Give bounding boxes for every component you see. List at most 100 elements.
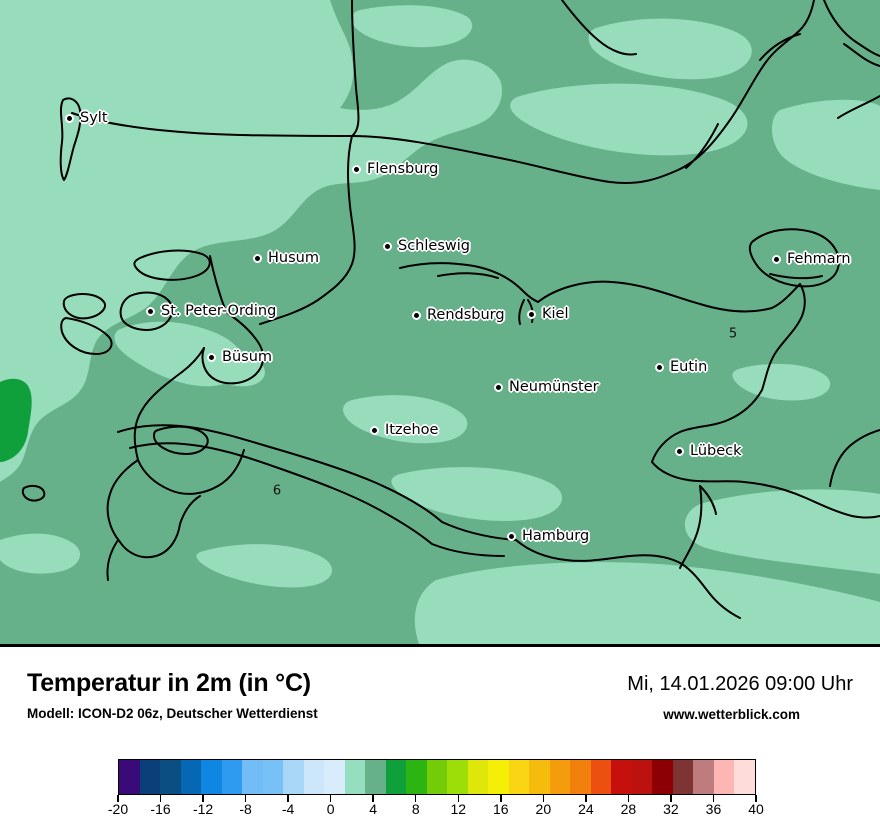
temperature-band-8-10 [0, 378, 32, 462]
contour-label-5: 5 [728, 326, 738, 342]
colorbar-swatch [631, 760, 653, 794]
colorbar-tick-labels: -20 -16 -12 -8 -4 0 4 8 12 16 20 24 28 32 36 40 [108, 801, 764, 821]
colorbar-swatch [283, 760, 304, 794]
city-label: Eutin [670, 359, 708, 375]
map-canvas [0, 0, 880, 644]
colorbar-tick [117, 795, 119, 802]
colorbar-swatch [242, 760, 263, 794]
coastline-layer [21, 0, 880, 619]
contour-label-6: 6 [272, 483, 282, 499]
colorbar-tick-label: 28 [620, 801, 637, 817]
city-dot-icon [772, 255, 781, 264]
colorbar-ticks [117, 795, 757, 802]
city-dot-icon [207, 353, 216, 362]
colorbar-tick [287, 795, 289, 802]
colorbar-tick [457, 795, 460, 802]
colorbar-swatch [508, 760, 530, 794]
colorbar-swatch [570, 760, 591, 794]
colorbar-tick [627, 795, 630, 802]
colorbar-swatch [139, 760, 161, 794]
colorbar-swatch [365, 760, 386, 794]
colorbar-swatch [119, 760, 140, 794]
colorbar-swatch [406, 760, 427, 794]
city-dot-icon [655, 363, 664, 372]
city-dot-icon [65, 114, 74, 123]
colorbar-tick [414, 795, 417, 802]
colorbar-tick [585, 795, 587, 802]
colorbar-tick-label: -12 [192, 801, 214, 817]
colorbar-swatch [529, 760, 550, 794]
footer: Temperatur in 2m (in °C) Modell: ICON-D2… [0, 647, 880, 830]
temperature-map[interactable]: 5 6 Sylt Flensburg Husum Schleswig Fehma… [0, 0, 880, 647]
forecast-datetime: Mi, 14.01.2026 09:00 Uhr [627, 673, 853, 695]
colorbar-tick-label: 4 [369, 801, 378, 817]
colorbar-tick-label: 12 [450, 801, 467, 817]
city-dot-icon [412, 311, 421, 320]
colorbar-swatch [201, 760, 222, 794]
colorbar-tick [159, 795, 162, 802]
city-label: Schleswig [398, 238, 470, 254]
colorbar-tick [542, 795, 545, 802]
colorbar-tick-label: 8 [411, 801, 420, 817]
model-subtitle: Modell: ICON-D2 06z, Deutscher Wetterdie… [27, 706, 318, 721]
colorbar-tick-label: -16 [150, 801, 171, 817]
colorbar-swatch [611, 760, 632, 794]
colorbar-tick-label: 36 [705, 801, 722, 817]
colorbar-swatch [467, 760, 489, 794]
colorbar-tick-label: 40 [748, 801, 764, 817]
colorbar-swatch [590, 760, 612, 794]
city-label: Neumünster [509, 379, 599, 395]
colorbar-tick-label: 32 [663, 801, 679, 817]
colorbar-tick [712, 795, 715, 802]
colorbar-swatch [324, 760, 345, 794]
colorbar-tick [202, 795, 204, 802]
colorbar-swatch [734, 760, 755, 794]
colorbar-swatch [672, 760, 694, 794]
city-label: Lübeck [690, 443, 742, 459]
colorbar-tick-label: -20 [107, 801, 129, 817]
city-label: Fehmarn [787, 251, 851, 267]
colorbar-swatch [713, 760, 735, 794]
city-dot-icon [352, 165, 361, 174]
colorbar-swatch [221, 760, 243, 794]
city-dot-icon [527, 310, 536, 319]
colorbar-swatch [385, 760, 407, 794]
colorbar-tick [755, 795, 757, 802]
city-dot-icon [494, 383, 503, 392]
colorbar-swatch [693, 760, 714, 794]
city-label: Itzehoe [385, 422, 439, 438]
city-label: Kiel [542, 306, 569, 322]
city-label: Rendsburg [427, 307, 505, 323]
colorbar-swatch [549, 760, 571, 794]
website-credit: www.wetterblick.com [663, 707, 800, 722]
colorbar-tick [670, 795, 672, 802]
colorbar-tick [500, 795, 502, 802]
city-dot-icon [146, 307, 155, 316]
colorbar-swatch [652, 760, 673, 794]
colorbar-tick-label: 0 [326, 801, 335, 817]
colorbar-tick [329, 795, 332, 802]
city-label: Husum [268, 250, 319, 266]
colorbar-swatch [262, 760, 284, 794]
colorbar-swatch [303, 760, 325, 794]
page-title: Temperatur in 2m (in °C) [27, 669, 311, 697]
colorbar-swatch [447, 760, 468, 794]
city-label: Hamburg [522, 528, 590, 544]
city-label: Sylt [80, 110, 108, 126]
colorbar-swatches [118, 759, 756, 795]
colorbar-tick-label: -8 [239, 801, 252, 817]
colorbar-tick [372, 795, 374, 802]
colorbar-swatch [488, 760, 509, 794]
colorbar-tick-label: 16 [493, 801, 509, 817]
temperature-colorbar: -20 -16 -12 -8 -4 0 4 8 12 16 20 24 28 32 36 40 [108, 759, 764, 825]
colorbar-swatch [160, 760, 181, 794]
city-dot-icon [675, 447, 684, 456]
colorbar-swatch [180, 760, 202, 794]
colorbar-tick [244, 795, 247, 802]
city-dot-icon [507, 532, 516, 541]
city-dot-icon [383, 242, 392, 251]
colorbar-tick-label: 20 [535, 801, 552, 817]
colorbar-swatch [344, 760, 366, 794]
city-label: Flensburg [367, 161, 439, 177]
